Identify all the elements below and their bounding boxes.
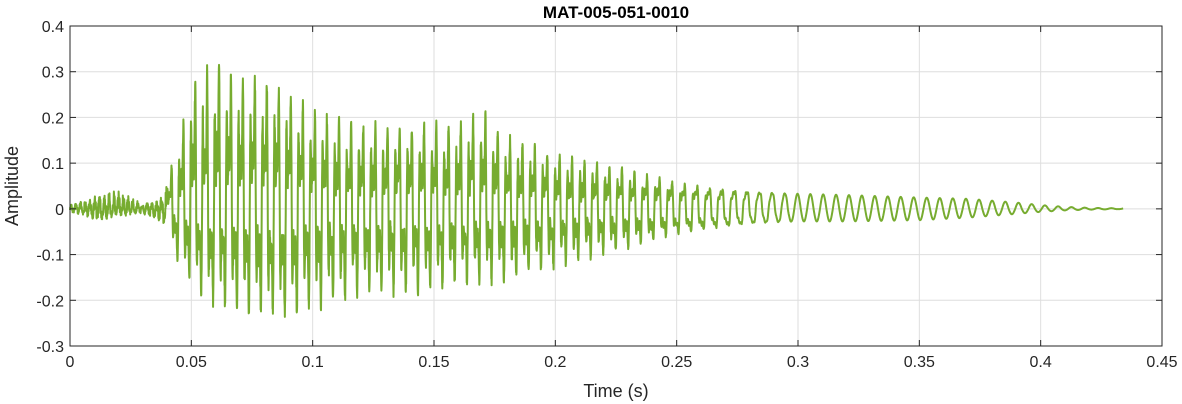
- plot-area: [69, 25, 1163, 347]
- x-tick-label: 0.25: [661, 354, 692, 371]
- y-tick-label: -0.3: [36, 339, 64, 356]
- chart-title: MAT-005-051-0010: [543, 3, 689, 22]
- y-tick-label: 0.4: [42, 19, 64, 36]
- series-layer: [69, 63, 1124, 318]
- y-tick-label: 0.2: [42, 110, 64, 127]
- x-tick-label: 0.3: [787, 354, 809, 371]
- y-tick-label: 0.1: [42, 156, 64, 173]
- y-tick-label: 0.3: [42, 65, 64, 82]
- x-tick-label: 0.45: [1146, 354, 1177, 371]
- x-tick-label: 0.35: [904, 354, 935, 371]
- x-tick-label: 0.1: [302, 354, 324, 371]
- x-tick-label: 0.2: [544, 354, 566, 371]
- y-tick-label: 0: [55, 202, 64, 219]
- x-tick-labels: 0 0.05 0.1 0.15 0.2 0.25 0.3 0.35 0.4 0.45: [66, 354, 1178, 371]
- y-tick-labels: -0.3 -0.2 -0.1 0 0.1 0.2 0.3 0.4: [36, 19, 64, 356]
- x-axis-label: Time (s): [583, 381, 648, 401]
- x-tick-label: 0.05: [176, 354, 207, 371]
- y-tick-label: -0.1: [36, 248, 64, 265]
- waveform-line: [69, 63, 1124, 318]
- y-tick-label: -0.2: [36, 293, 64, 310]
- x-tick-label: 0.4: [1030, 354, 1052, 371]
- y-axis-label: Amplitude: [2, 146, 22, 226]
- x-tick-label: 0: [66, 354, 75, 371]
- ticks: [69, 25, 1163, 347]
- plot-border: [69, 25, 1163, 347]
- x-tick-label: 0.15: [418, 354, 449, 371]
